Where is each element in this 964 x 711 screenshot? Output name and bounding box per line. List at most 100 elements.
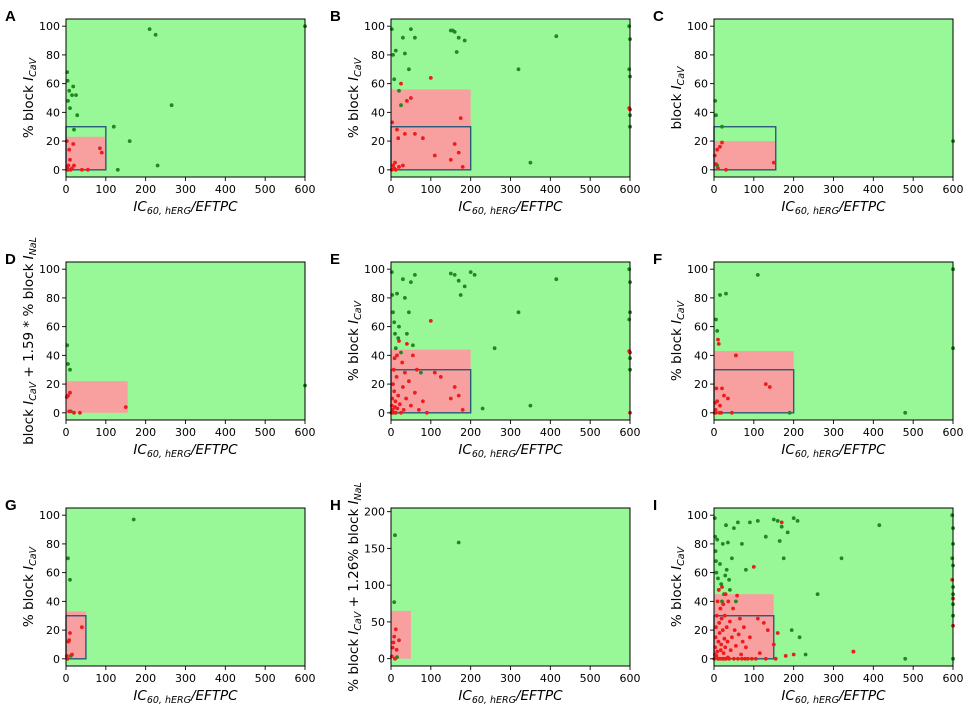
risky-point bbox=[851, 649, 856, 654]
y-tick-label: 60 bbox=[46, 78, 60, 91]
risky-point bbox=[715, 599, 720, 604]
x-tick-label: 0 bbox=[711, 183, 718, 196]
y-label-text: block bbox=[669, 89, 685, 129]
risky-point bbox=[394, 647, 399, 652]
risky-point bbox=[716, 588, 721, 592]
y-label-var: I bbox=[346, 77, 362, 81]
safe-point bbox=[75, 113, 80, 118]
risky-point bbox=[397, 339, 401, 343]
safe-point bbox=[950, 556, 955, 561]
risky-point bbox=[779, 520, 784, 525]
risky-point bbox=[771, 160, 776, 165]
risky-point bbox=[393, 167, 398, 172]
panel-letter: D bbox=[5, 251, 16, 268]
x-tick-label: 300 bbox=[500, 183, 521, 196]
safe-point bbox=[395, 291, 399, 296]
y-tick-label: 150 bbox=[364, 542, 385, 555]
risky-point bbox=[395, 406, 400, 411]
risky-point bbox=[407, 379, 411, 384]
x-tick-label: 100 bbox=[420, 426, 441, 439]
x-tick-label: 400 bbox=[540, 672, 561, 685]
x-tick-label: 200 bbox=[135, 183, 156, 196]
risky-point bbox=[393, 627, 398, 632]
risky-point bbox=[726, 599, 731, 604]
risky-point bbox=[67, 147, 72, 152]
x-axis-label: IC60, hERG/EFTPC bbox=[458, 442, 563, 460]
safe-point bbox=[781, 556, 786, 561]
panel-i: 0 100 200 300 400 500 600 0 20 40 60 80 100 IC60, hER… bbox=[653, 497, 964, 706]
risky-point bbox=[740, 656, 744, 661]
y-label-sub: CaV bbox=[28, 56, 39, 76]
y-tick-label: 100 bbox=[687, 20, 708, 33]
risky-point bbox=[395, 127, 399, 132]
safe-point bbox=[68, 367, 72, 372]
risky-point bbox=[767, 385, 772, 389]
safe-point bbox=[480, 406, 485, 411]
risky-point bbox=[713, 408, 718, 412]
safe-point bbox=[627, 67, 632, 72]
risky-point bbox=[714, 654, 719, 658]
risky-point bbox=[753, 656, 758, 661]
risky-point bbox=[724, 625, 729, 630]
safe-point bbox=[131, 517, 136, 522]
risky-point bbox=[722, 613, 727, 618]
safe-point bbox=[66, 362, 70, 366]
panel-letter: H bbox=[330, 497, 341, 514]
x-axis-label: IC60, hERG/EFTPC bbox=[781, 199, 886, 217]
risky-point bbox=[738, 616, 742, 621]
risky-point bbox=[86, 167, 90, 172]
safe-point bbox=[732, 526, 736, 530]
risky-point bbox=[70, 166, 74, 171]
x-tick-label: 300 bbox=[500, 672, 521, 685]
risky-point bbox=[726, 396, 730, 401]
risky-point bbox=[393, 160, 397, 165]
risky-point bbox=[746, 656, 750, 661]
safe-point bbox=[147, 27, 152, 31]
y-label-sub: CaV bbox=[353, 610, 364, 630]
y-tick-label: 60 bbox=[46, 567, 60, 580]
risky-point bbox=[720, 585, 724, 589]
risky-point bbox=[456, 393, 461, 398]
y-tick-label: 0 bbox=[378, 164, 385, 177]
safe-point bbox=[718, 293, 722, 297]
safe-point bbox=[763, 534, 768, 539]
risky-point bbox=[409, 403, 413, 408]
safe-point bbox=[407, 67, 411, 72]
risky-point bbox=[68, 390, 72, 395]
safe-point bbox=[777, 539, 782, 543]
x-label-tail: /EFTPC bbox=[190, 199, 238, 215]
risky-point bbox=[401, 385, 405, 389]
y-axis-label: block ICaV + 1.59 * % block INaL bbox=[21, 237, 39, 445]
risky-point bbox=[723, 592, 728, 597]
y-tick-label: 80 bbox=[694, 538, 708, 551]
risky-point bbox=[714, 613, 719, 618]
risk-region bbox=[714, 141, 776, 170]
risky-point bbox=[736, 632, 741, 637]
safe-point bbox=[516, 310, 521, 315]
x-axis-label: IC60, hERG/EFTPC bbox=[133, 688, 238, 706]
y-label-var: I bbox=[21, 401, 37, 405]
x-tick-label: 0 bbox=[711, 426, 718, 439]
x-label-sub: 60, hERG bbox=[147, 695, 191, 706]
risky-point bbox=[722, 636, 727, 641]
risky-point bbox=[728, 648, 733, 653]
x-tick-label: 600 bbox=[295, 183, 316, 196]
risky-point bbox=[458, 116, 463, 120]
risky-point bbox=[393, 410, 398, 415]
risky-point bbox=[70, 652, 74, 657]
risky-point bbox=[718, 144, 722, 149]
risky-point bbox=[392, 634, 397, 639]
y-tick-label: 80 bbox=[46, 538, 60, 551]
y-label-sub: CaV bbox=[28, 545, 39, 565]
safe-point bbox=[736, 520, 740, 525]
risky-point bbox=[791, 652, 796, 657]
safe-point bbox=[393, 48, 398, 53]
y-tick-label: 20 bbox=[46, 378, 60, 391]
y-tick-label: 80 bbox=[694, 292, 708, 305]
x-tick-label: 0 bbox=[711, 672, 718, 685]
risky-point bbox=[80, 167, 84, 172]
y-tick-label: 40 bbox=[371, 349, 385, 362]
risky-point bbox=[771, 642, 776, 647]
x-label-main: IC bbox=[458, 688, 472, 704]
safe-point bbox=[554, 277, 559, 282]
